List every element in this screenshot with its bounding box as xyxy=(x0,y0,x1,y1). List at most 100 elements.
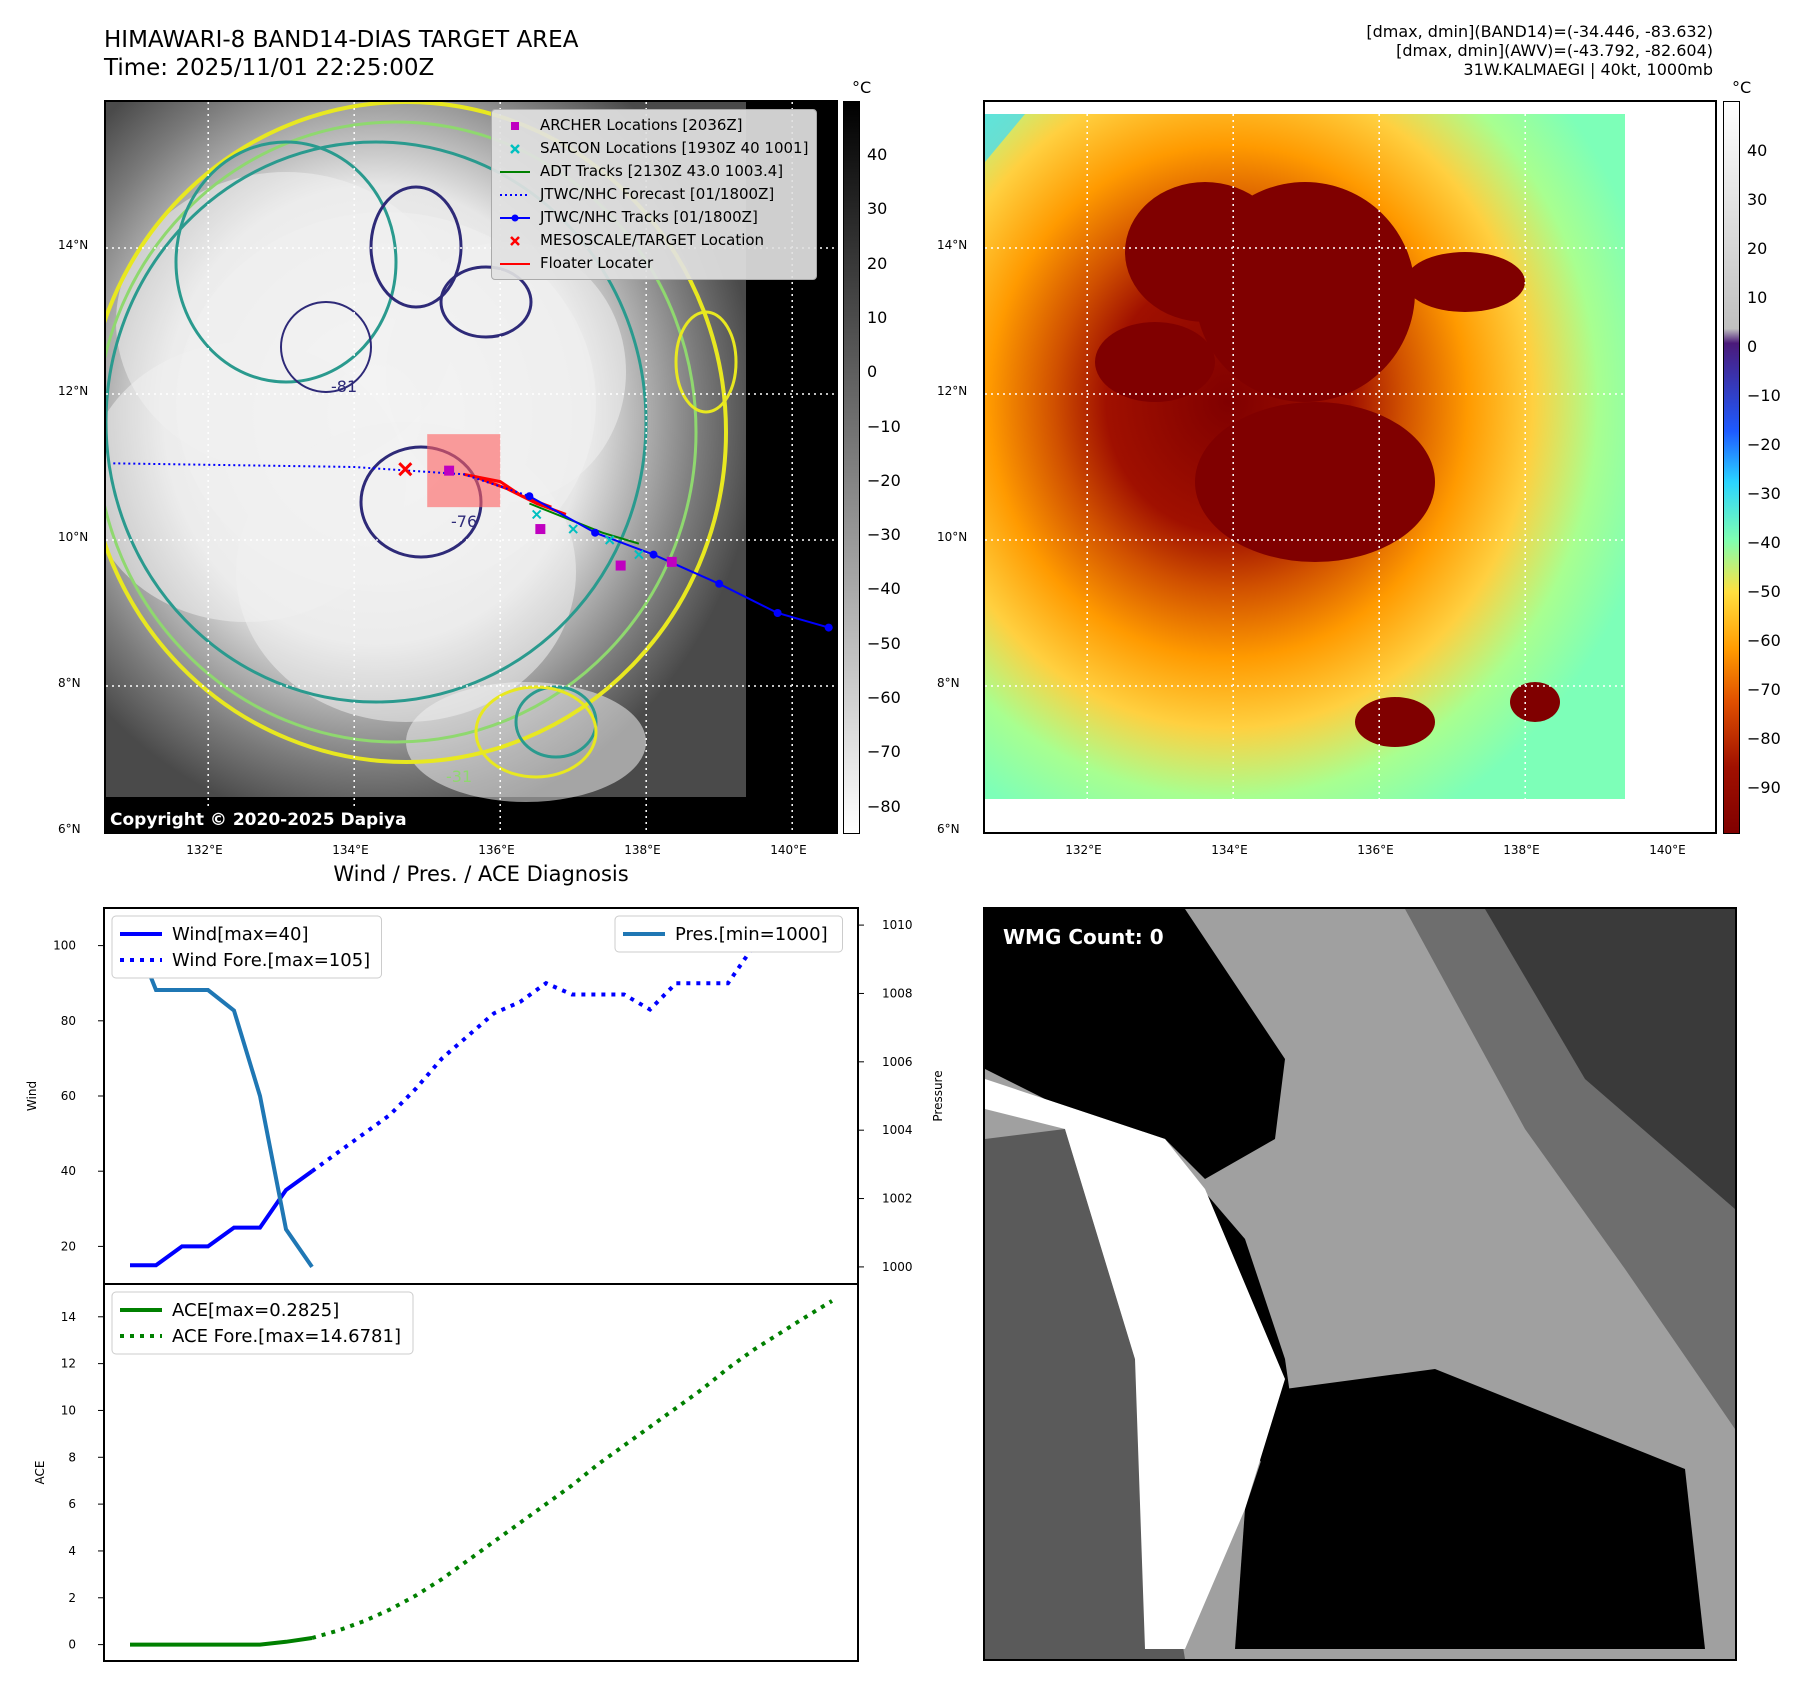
wind-axis-label: Wind xyxy=(25,1081,39,1111)
map-legend: ARCHER Locations [2036Z] SATCON Locations… xyxy=(491,109,818,280)
longitude-label: 134°E xyxy=(1211,843,1248,857)
dry-air-core xyxy=(1510,682,1560,722)
legend-label: ARCHER Locations [2036Z] xyxy=(540,116,743,134)
wind-tick-label: 20 xyxy=(61,1239,76,1253)
latitude-label: 6°N xyxy=(937,822,960,836)
right-colorbar-tick-label: −90 xyxy=(1747,778,1781,797)
ace-tick-label: 0 xyxy=(68,1638,76,1652)
chart-legend-label: Wind[max=40] xyxy=(172,924,309,945)
wind-legend xyxy=(111,915,382,979)
temperature-contour xyxy=(674,310,738,414)
ace-legend xyxy=(111,1291,414,1355)
left-colorbar-tick-label: −60 xyxy=(867,688,901,707)
left-colorbar-tick-label: −10 xyxy=(867,416,901,436)
latitude-label: 14°N xyxy=(937,238,968,252)
right-colorbar-tick-label: −80 xyxy=(1747,729,1781,748)
longitude-label: 134°E xyxy=(332,843,369,857)
wmg-panel: WMG Count: 0 xyxy=(983,907,1737,1661)
left-colorbar xyxy=(843,101,860,834)
left-colorbar-unit: °C xyxy=(852,78,872,97)
ace-tick-label: 12 xyxy=(61,1357,76,1371)
right-colorbar-tick-label: 40 xyxy=(1747,141,1768,160)
copyright-label: Copyright © 2020-2025 Dapiya xyxy=(106,808,411,832)
legend-symbol xyxy=(510,143,520,154)
legend-label: Floater Locater xyxy=(540,254,654,272)
archer-location-marker xyxy=(535,524,546,535)
legend-symbol xyxy=(500,214,530,221)
stats-line-3: 31W.KALMAEGI | 40kt, 1000mb xyxy=(1463,60,1713,79)
legend-symbol xyxy=(500,193,530,196)
satcon-location-marker xyxy=(604,535,615,545)
diag-title: Wind / Pres. / ACE Diagnosis xyxy=(333,862,629,886)
right-colorbar-tick-label: 20 xyxy=(1747,239,1768,258)
right-colorbar xyxy=(1723,101,1740,834)
jtwc-track-point xyxy=(525,492,534,501)
archer-location-marker xyxy=(444,465,455,476)
wind-tick-label: 40 xyxy=(61,1164,76,1178)
jtwc-track-point xyxy=(824,623,833,632)
adt-track-line xyxy=(529,502,640,545)
moist-area xyxy=(985,114,1025,162)
dry-air-core xyxy=(1095,322,1215,402)
dry-air-core xyxy=(1405,252,1525,312)
ace-tick-label: 8 xyxy=(68,1450,76,1464)
pressure-tick-label: 1008 xyxy=(882,986,913,1000)
jtwc-track-line xyxy=(528,495,829,629)
cloud-blob xyxy=(406,682,646,802)
latitude-label: 6°N xyxy=(58,822,81,836)
pressure-tick-label: 1006 xyxy=(882,1055,913,1069)
longitude-label: 140°E xyxy=(1649,843,1686,857)
stats-line-2: [dmax, dmin](AWV)=(-43.792, -82.604) xyxy=(1396,41,1713,60)
target-location-marker xyxy=(398,462,413,477)
title-line-2: Time: 2025/11/01 22:25:00Z xyxy=(104,55,435,81)
satcon-location-marker xyxy=(568,524,578,534)
legend-label: ADT Tracks [2130Z 43.0 1003.4] xyxy=(540,162,784,180)
right-colorbar-tick-label: −50 xyxy=(1747,582,1781,601)
legend-symbol xyxy=(500,170,530,173)
contour-label: -76 xyxy=(451,512,477,531)
ace-tick-label: 2 xyxy=(68,1591,76,1605)
legend-label: JTWC/NHC Tracks [01/1800Z] xyxy=(540,208,758,226)
legend-item: ARCHER Locations [2036Z] xyxy=(500,114,808,137)
left-colorbar-tick-label: −50 xyxy=(867,633,901,653)
right-colorbar-tick-label: 30 xyxy=(1747,190,1768,209)
wind-line xyxy=(130,1169,314,1268)
left-colorbar-tick-label: 0 xyxy=(867,362,878,382)
longitude-label: 136°E xyxy=(1357,843,1394,857)
main-title: HIMAWARI-8 BAND14-DIAS TARGET AREA Time:… xyxy=(104,26,578,82)
legend-label: MESOSCALE/TARGET Location xyxy=(540,231,765,249)
ace-tick-label: 14 xyxy=(61,1310,76,1324)
legend-item: ADT Tracks [2130Z 43.0 1003.4] xyxy=(500,160,808,183)
dry-air-core xyxy=(1195,402,1435,562)
longitude-label: 132°E xyxy=(186,843,223,857)
title-line-1: HIMAWARI-8 BAND14-DIAS TARGET AREA xyxy=(104,27,579,53)
jtwc-track-point xyxy=(591,528,600,537)
wmg-count-label: WMG Count: 0 xyxy=(993,921,1174,953)
jtwc-track-point xyxy=(715,579,724,588)
wind-tick-label: 80 xyxy=(61,1014,76,1028)
ace-axis-label: ACE xyxy=(33,1461,47,1485)
right-colorbar-tick-label: −60 xyxy=(1747,631,1781,650)
right-colorbar-tick-label: −30 xyxy=(1747,484,1781,503)
legend-item: JTWC/NHC Forecast [01/1800Z] xyxy=(500,183,808,206)
legend-label: SATCON Locations [1930Z 40 1001] xyxy=(540,139,809,157)
longitude-label: 140°E xyxy=(770,843,807,857)
archer-location-marker xyxy=(666,556,677,567)
wmg-region xyxy=(1235,1369,1705,1649)
latitude-label: 10°N xyxy=(58,530,89,544)
chart-legend-label: ACE Fore.[max=14.6781] xyxy=(172,1326,401,1347)
dry-air-core xyxy=(1125,182,1285,322)
wmg-region xyxy=(985,1079,1285,1649)
wmg-region xyxy=(985,909,1285,1179)
wmg-svg xyxy=(985,909,1735,1659)
temperature-contour xyxy=(106,120,698,744)
wmg-region xyxy=(1485,909,1735,1209)
right-colorbar-tick-label: −70 xyxy=(1747,680,1781,699)
right-colorbar-tick-label: 10 xyxy=(1747,288,1768,307)
wind-tick-label: 100 xyxy=(53,939,76,953)
satcon-location-marker xyxy=(531,509,542,520)
awv-map-svg xyxy=(985,102,1715,832)
left-colorbar-tick-label: −80 xyxy=(867,796,901,816)
pressure-tick-label: 1000 xyxy=(882,1260,913,1274)
chart-legend-label: ACE[max=0.2825] xyxy=(172,1300,339,1321)
